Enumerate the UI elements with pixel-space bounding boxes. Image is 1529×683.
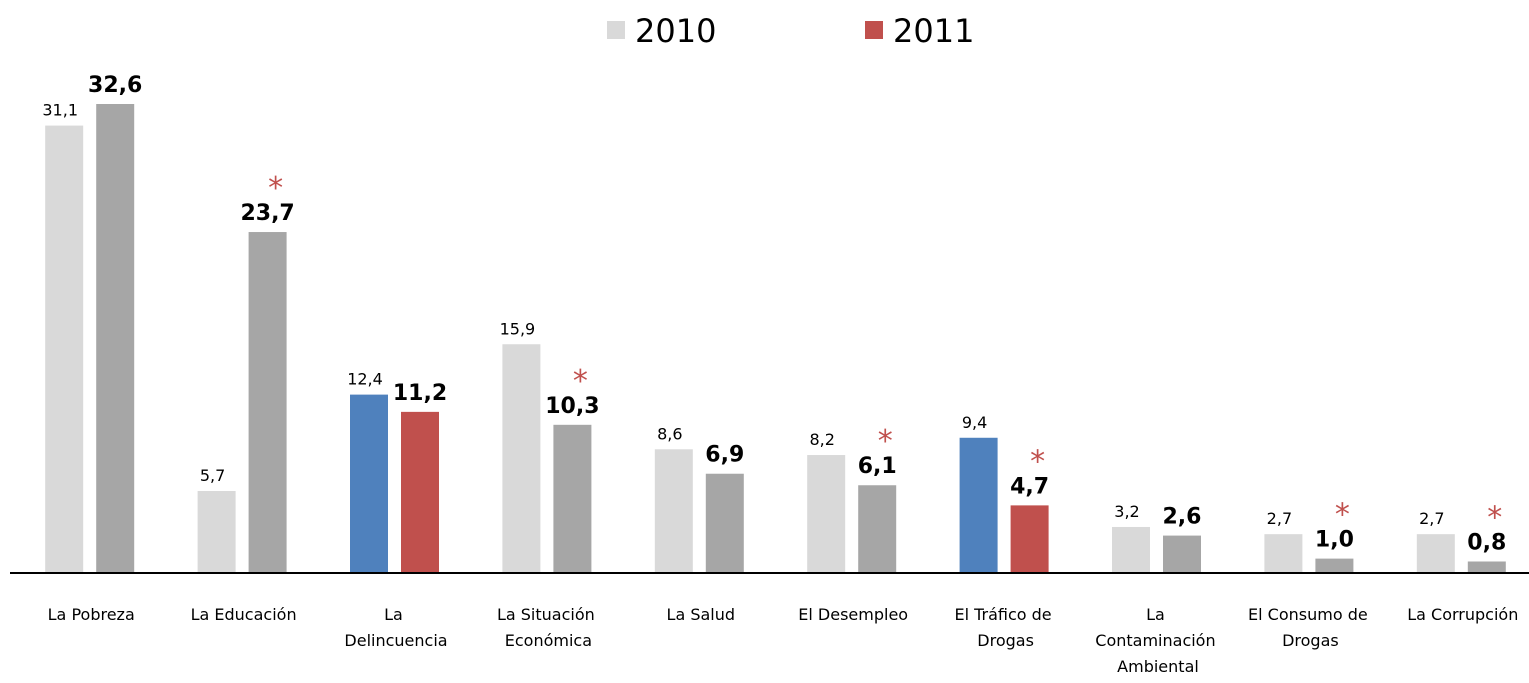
annotation: * xyxy=(1030,444,1045,479)
x-tick-label: El Desempleo xyxy=(798,605,908,624)
data-label: 2,6 xyxy=(1163,505,1202,530)
bar xyxy=(705,473,744,573)
annotation: * xyxy=(268,171,283,206)
data-label: 15,9 xyxy=(500,319,536,338)
bar xyxy=(858,485,897,573)
bar xyxy=(807,455,846,573)
legend-label: 2010 xyxy=(635,12,716,50)
x-tick-label: La Contaminación Ambiental xyxy=(1095,605,1220,676)
data-label: 10,3 xyxy=(545,394,599,419)
data-label: 6,1 xyxy=(858,454,897,479)
bar xyxy=(1467,561,1506,573)
data-label: 6,9 xyxy=(705,443,744,468)
x-tick-label: La Salud xyxy=(667,605,736,624)
x-tick-label: La Pobreza xyxy=(48,605,135,624)
annotation: * xyxy=(878,424,893,459)
legend-label: 2011 xyxy=(893,12,974,50)
data-label: 2,7 xyxy=(1267,509,1292,528)
data-label: 0,8 xyxy=(1467,530,1506,555)
x-tick-label: El Tráfico de Drogas xyxy=(954,605,1056,650)
x-tick-label: La Corrupción xyxy=(1407,605,1518,624)
bar xyxy=(1163,535,1201,573)
bar xyxy=(1315,558,1354,573)
bar xyxy=(248,232,287,574)
data-label: 31,1 xyxy=(42,101,78,120)
bar xyxy=(197,490,236,573)
x-tick-label: La Situación Económica xyxy=(497,605,600,650)
x-tick-label: La Educación xyxy=(191,605,297,624)
data-label: 4,7 xyxy=(1010,474,1049,499)
data-label: 1,0 xyxy=(1315,528,1354,553)
bar xyxy=(401,411,439,573)
bar xyxy=(1264,534,1303,573)
data-label: 9,4 xyxy=(962,413,987,432)
bar xyxy=(654,449,693,573)
annotation: * xyxy=(1487,500,1502,535)
x-tick-label: El Consumo de Drogas xyxy=(1248,605,1373,650)
data-label: 8,2 xyxy=(809,430,834,449)
legend-swatch xyxy=(865,21,883,39)
bar xyxy=(959,437,998,573)
legend-swatch xyxy=(607,21,625,39)
data-label: 11,2 xyxy=(393,381,447,406)
data-label: 23,7 xyxy=(240,201,294,226)
annotation: * xyxy=(1335,498,1350,533)
bar xyxy=(45,125,84,573)
data-label: 12,4 xyxy=(347,370,383,389)
bar xyxy=(1010,505,1049,573)
data-label: 2,7 xyxy=(1419,509,1444,528)
data-label: 5,7 xyxy=(200,466,225,485)
bar xyxy=(96,104,135,573)
x-tick-label: La Delincuencia xyxy=(344,605,447,650)
data-label: 32,6 xyxy=(88,73,142,98)
bar xyxy=(502,344,541,573)
bar xyxy=(1112,526,1150,573)
bar xyxy=(350,394,388,573)
data-label: 3,2 xyxy=(1114,502,1139,521)
bar xyxy=(553,424,592,573)
data-label: 8,6 xyxy=(657,424,682,443)
annotation: * xyxy=(573,364,588,399)
bar xyxy=(1416,534,1455,573)
